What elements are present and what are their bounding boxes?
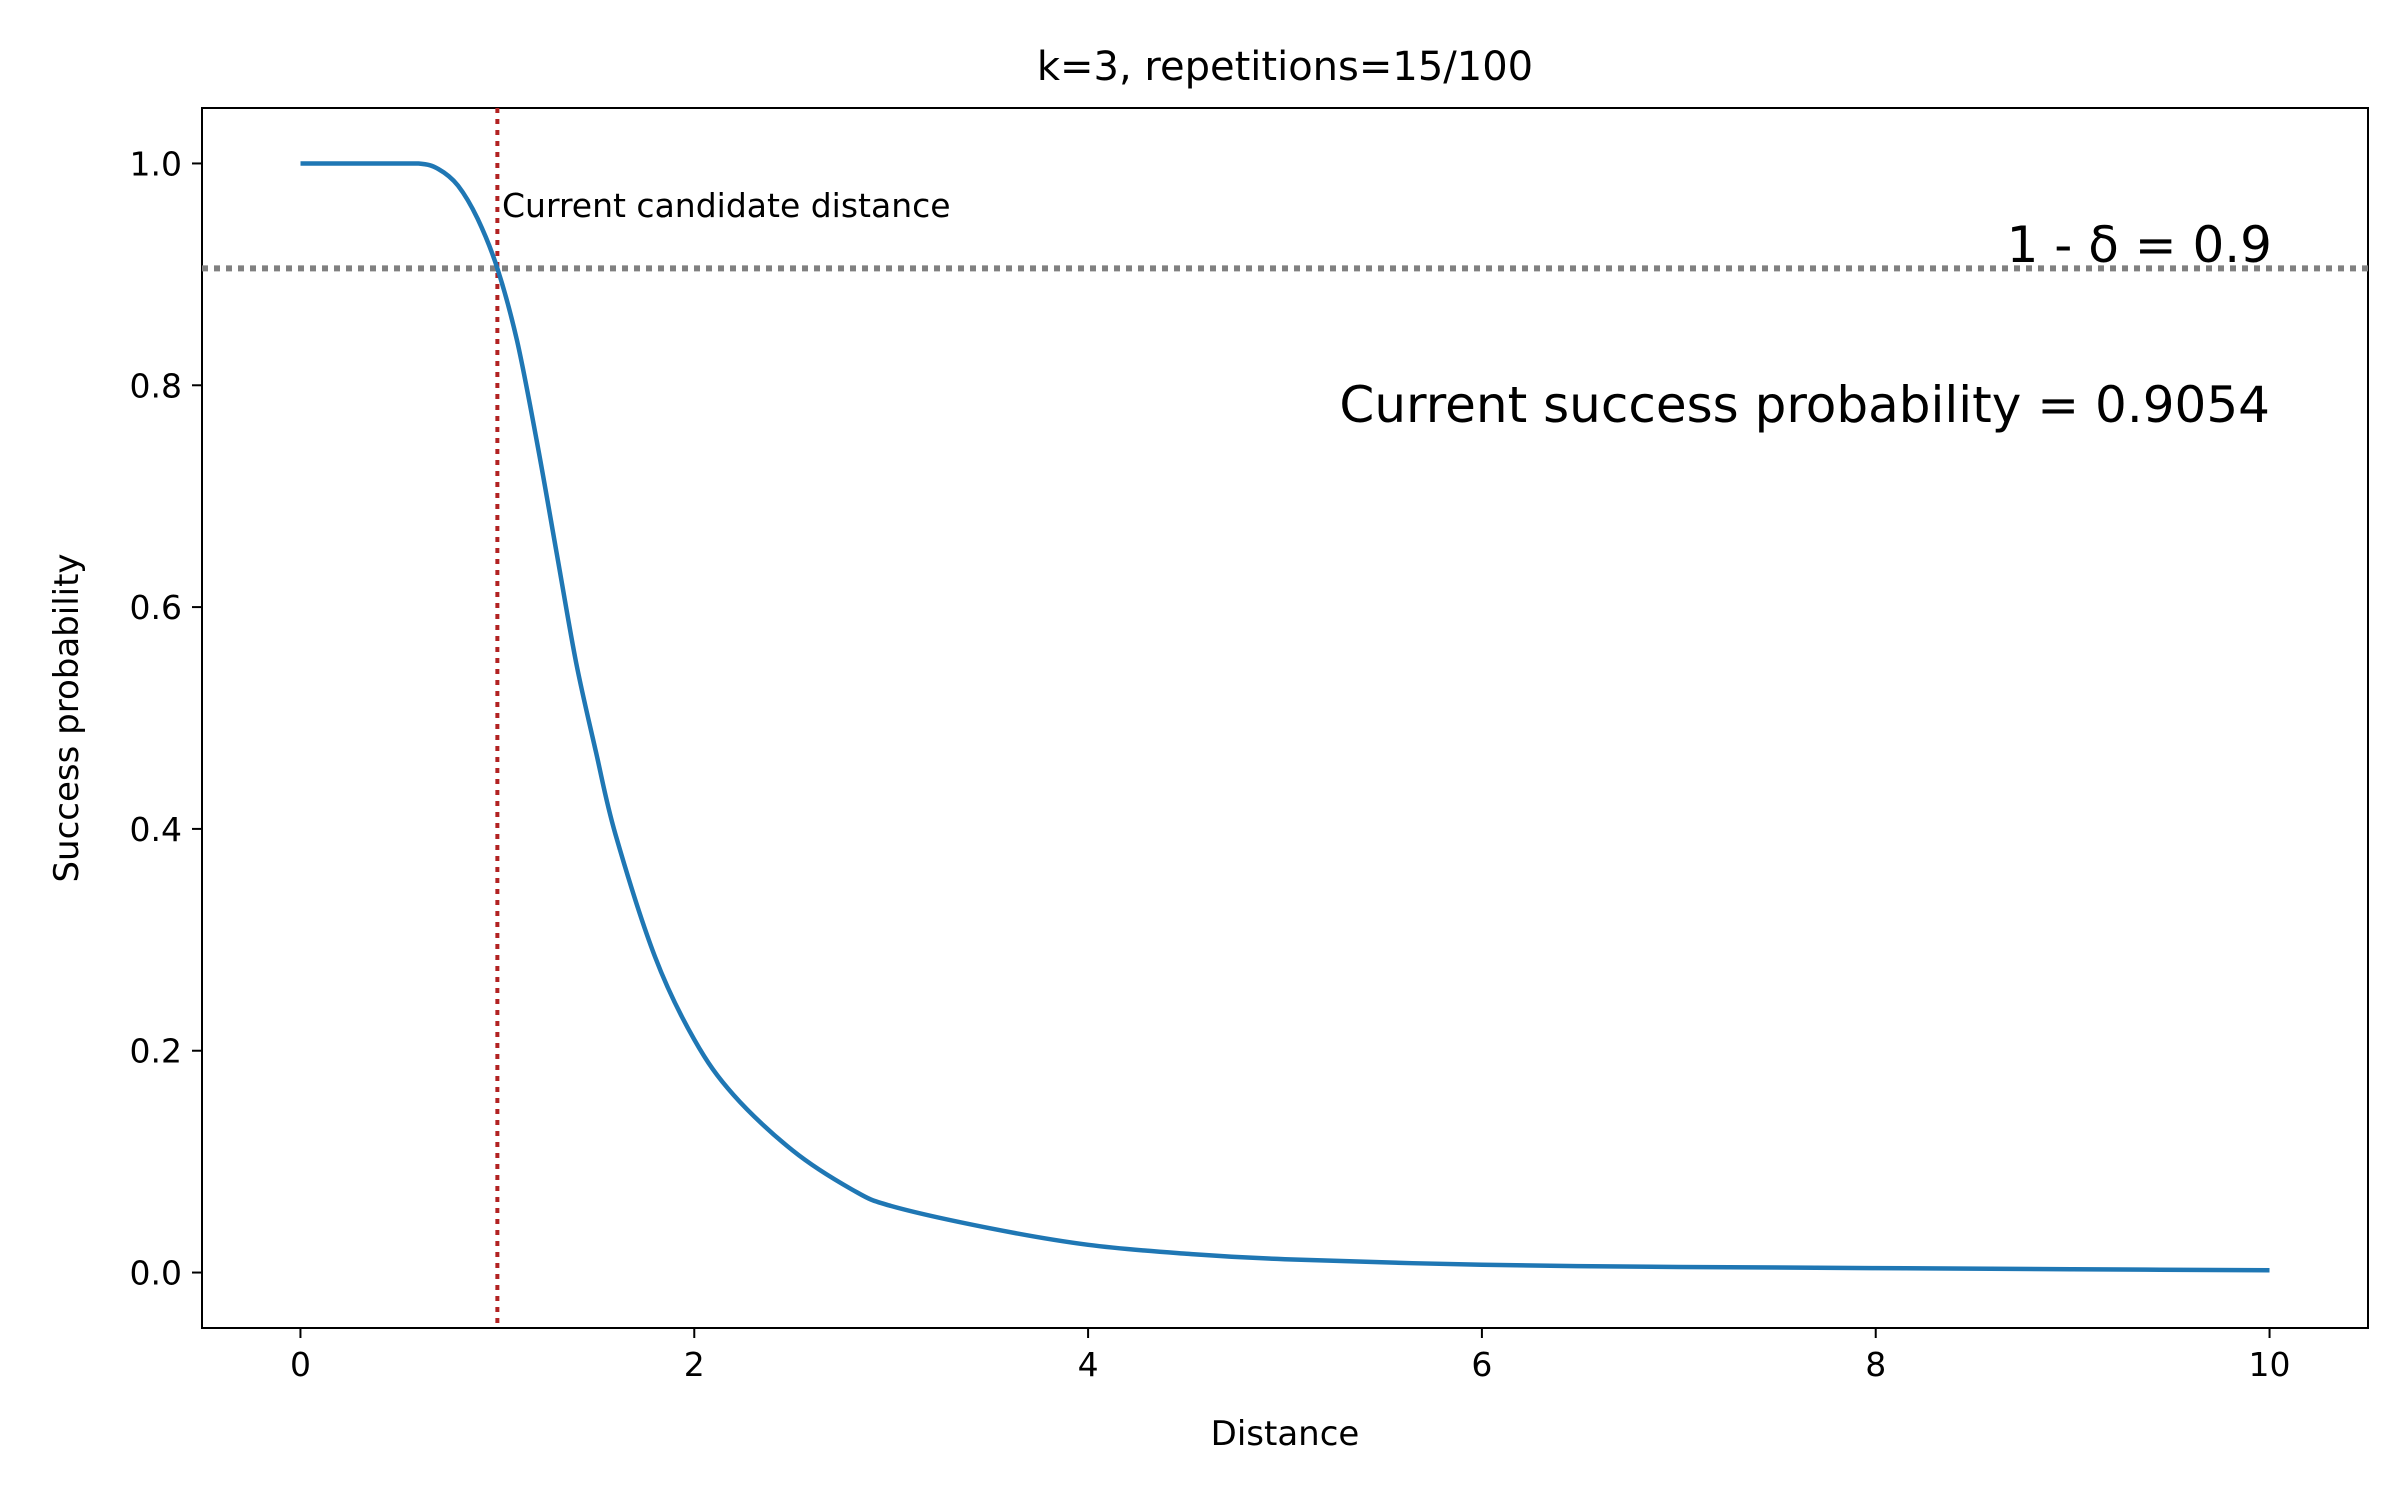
plot-area [201,107,2369,1329]
candidate-distance-label: Current candidate distance [502,186,951,225]
y-tick-label: 0.8 [130,366,182,405]
x-tick-label: 0 [290,1345,311,1384]
x-tick-label: 6 [1471,1345,1492,1384]
threshold-label: 1 - δ = 0.9 [2007,216,2272,274]
y-tick-label: 0.4 [130,810,182,849]
x-tick-label: 2 [684,1345,705,1384]
plot-frame [201,107,2369,1329]
y-tick-label: 0.6 [130,588,182,627]
y-tick-label: 0.2 [130,1032,182,1071]
x-tick-label: 10 [2249,1345,2291,1384]
chart-title: k=3, repetitions=15/100 [1037,44,1533,90]
success-probability-label: Current success probability = 0.9054 [1339,376,2270,434]
x-tick-label: 4 [1078,1345,1099,1384]
y-tick-label: 0.0 [130,1254,182,1293]
series-line [300,161,2270,1273]
x-axis-label: Distance [1211,1414,1360,1454]
x-axis: 0 2 4 6 8 10 [290,1328,2291,1384]
y-axis-label: Success probability [47,553,87,882]
y-axis: 0.0 0.2 0.4 0.6 0.8 1.0 [130,144,202,1293]
y-tick-label: 1.0 [130,144,182,183]
x-tick-label: 8 [1865,1345,1886,1384]
